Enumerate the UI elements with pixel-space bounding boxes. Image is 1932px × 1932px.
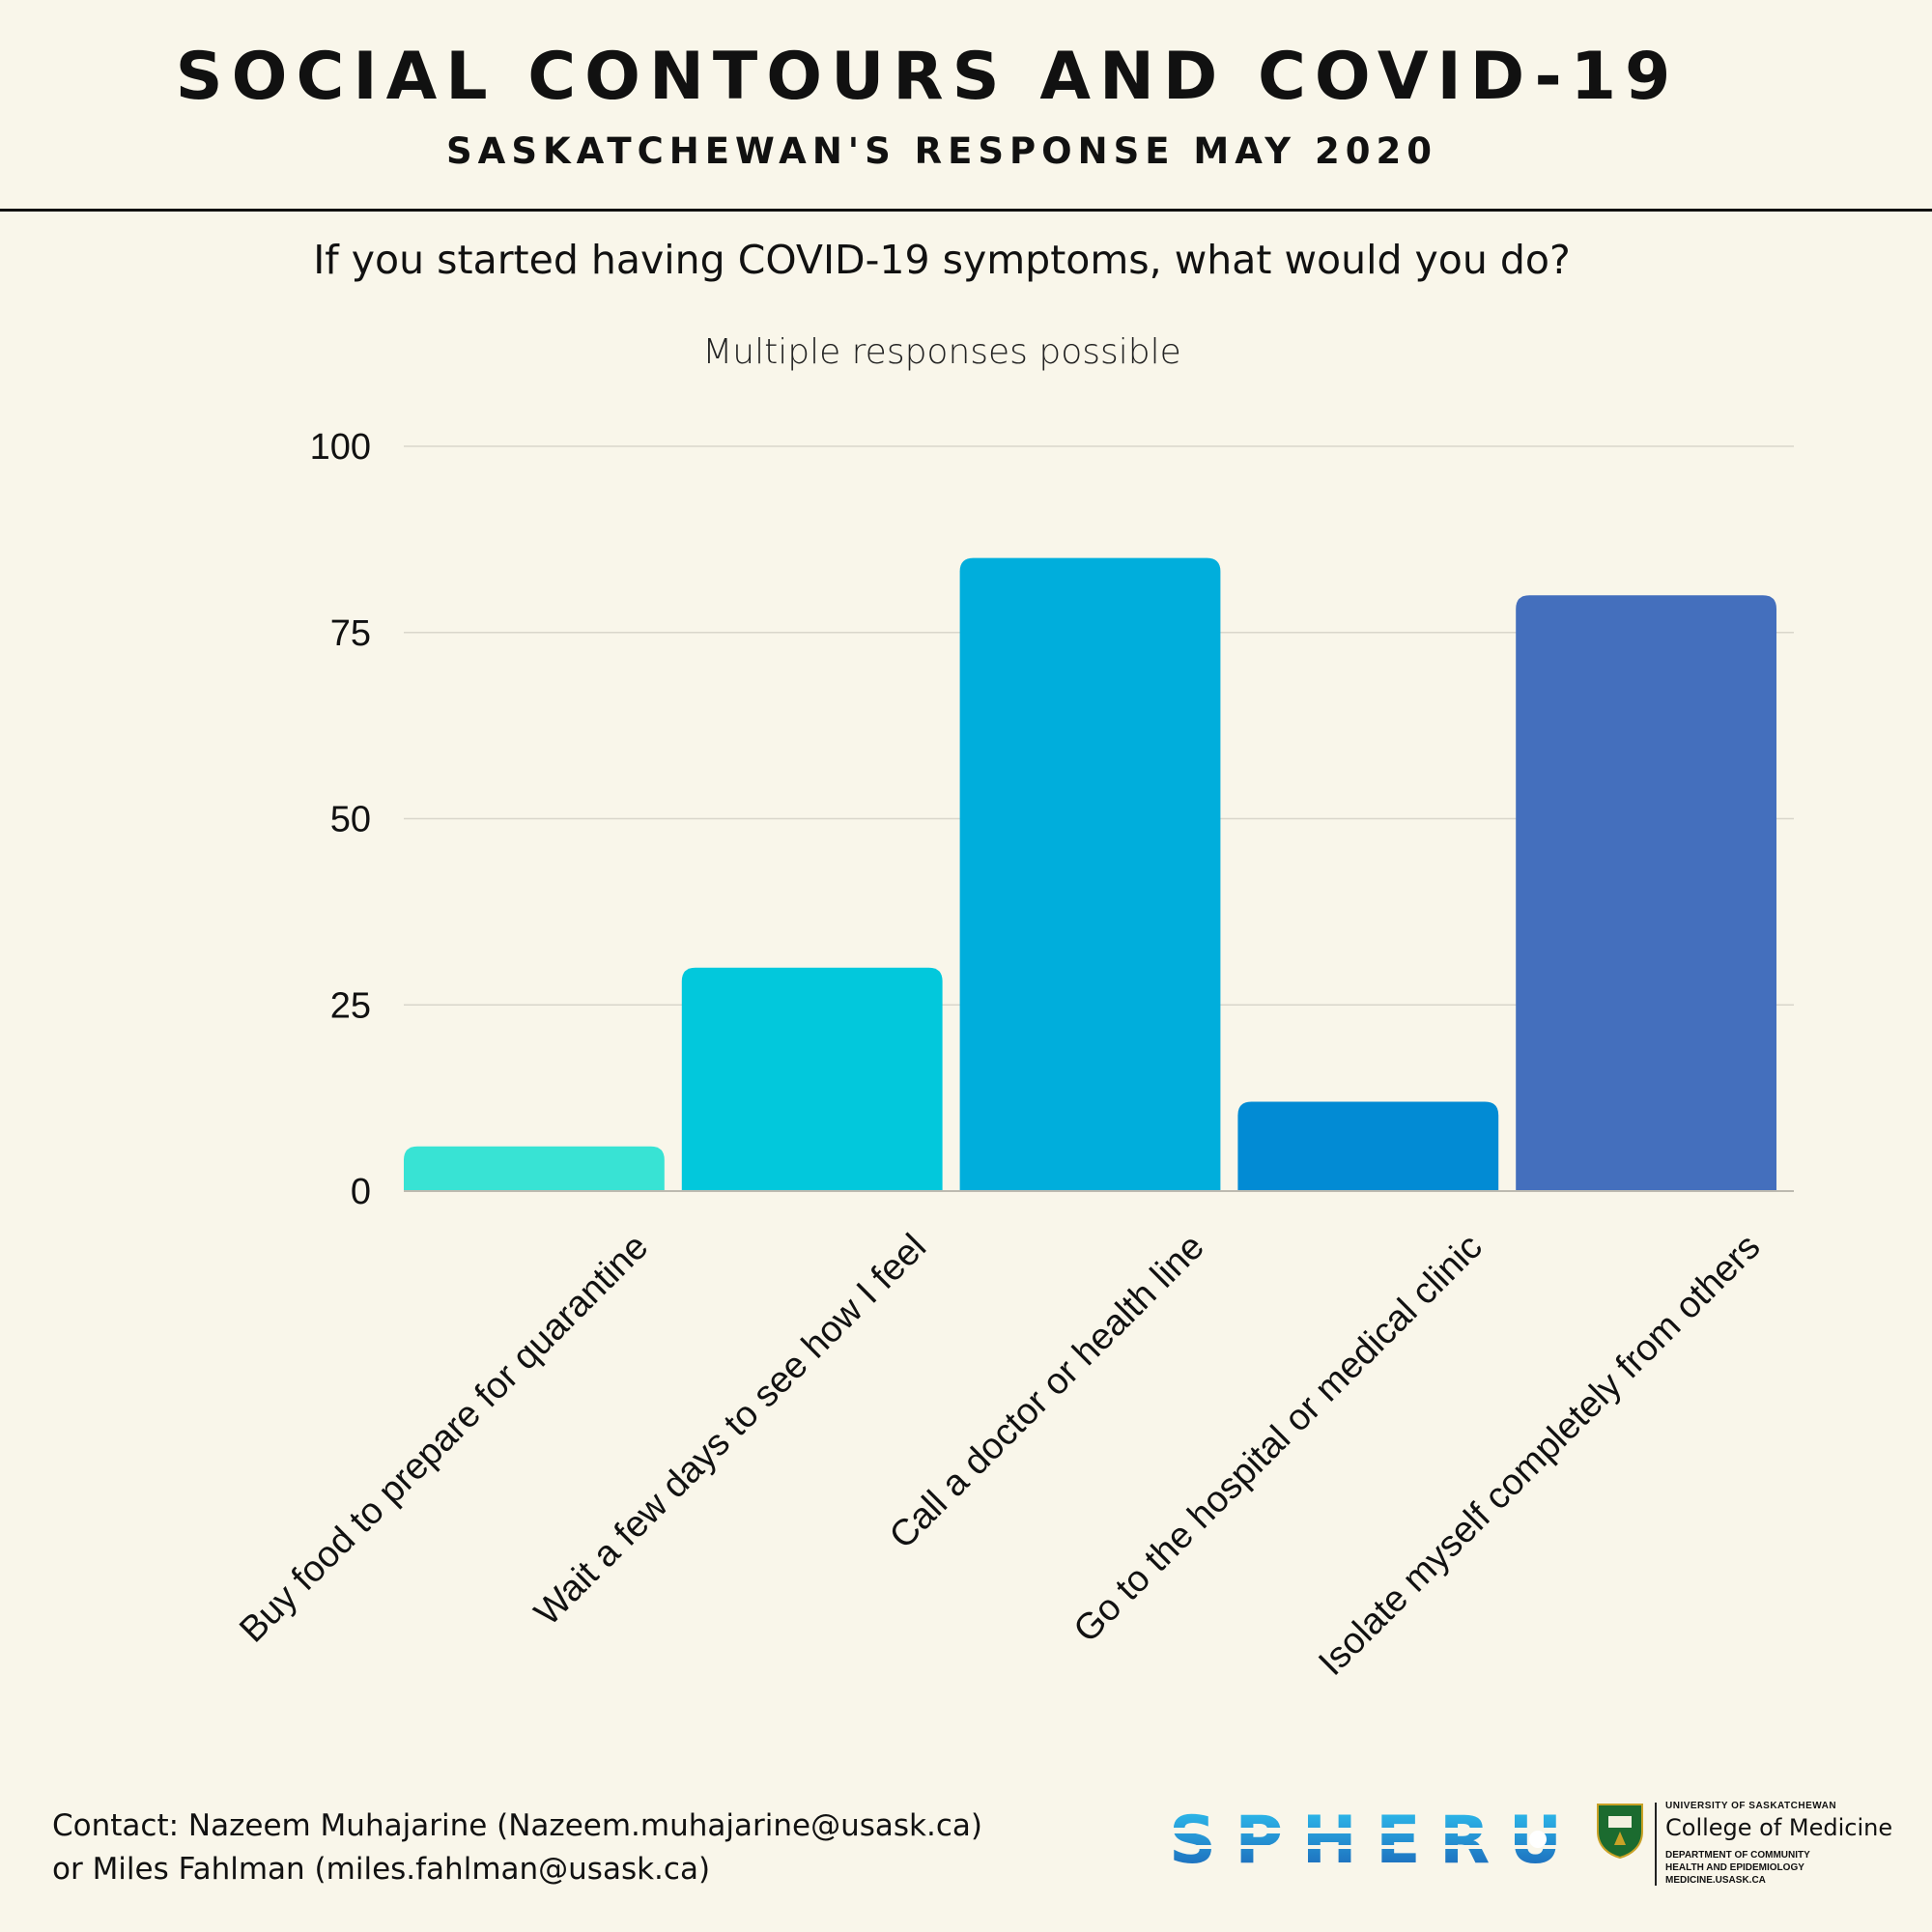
- header-divider: [0, 209, 1932, 212]
- y-tick-label: 50: [330, 800, 371, 840]
- bar: [959, 557, 1221, 1191]
- page-title: SOCIAL CONTOURS AND COVID-19: [175, 39, 1680, 115]
- chart-title: If you started having COVID-19 symptoms,…: [313, 237, 1571, 283]
- bar: [1237, 1101, 1499, 1191]
- college-name: College of Medicine: [1665, 1814, 1893, 1841]
- x-tick-label: Call a doctor or health line: [882, 1227, 1212, 1557]
- contact-line-1: Contact: Nazeem Muhajarine (Nazeem.muhaj…: [52, 1808, 982, 1843]
- page-subtitle: SASKATCHEWAN'S RESPONSE MAY 2020: [446, 130, 1437, 172]
- y-axis-ticks: 0 25 50 75 100: [310, 427, 371, 1212]
- bar: [404, 1146, 665, 1191]
- university-name: UNIVERSITY OF SASKATCHEWAN: [1665, 1801, 1837, 1811]
- y-tick-label: 25: [330, 985, 371, 1026]
- university-crest-icon: [1597, 1804, 1643, 1859]
- star-icon: [1529, 1831, 1547, 1848]
- bar-chart: 0 25 50 75 100 Buy food to prepare for quara…: [232, 427, 1794, 1684]
- logo-divider: [1655, 1803, 1657, 1886]
- x-tick-label: Isolate myself completely from others: [1311, 1227, 1768, 1684]
- department-name: DEPARTMENT OF COMMUNITY HEALTH AND EPIDE…: [1665, 1849, 1917, 1887]
- chart-subtitle: Multiple responses possible: [702, 332, 1181, 372]
- bar: [1516, 595, 1776, 1191]
- contact-line-2: or Miles Fahlman (miles.fahlman@usask.ca…: [52, 1852, 711, 1887]
- y-tick-label: 100: [310, 427, 371, 468]
- department-line-1: DEPARTMENT OF COMMUNITY: [1665, 1850, 1810, 1861]
- department-line-2: HEALTH AND EPIDEMIOLOGY: [1665, 1862, 1804, 1873]
- bar: [681, 967, 943, 1191]
- bars: [404, 557, 1776, 1191]
- y-tick-label: 75: [330, 613, 371, 654]
- department-line-3: MEDICINE.USASK.CA: [1665, 1875, 1766, 1886]
- contact-info: Contact: Nazeem Muhajarine (Nazeem.muhaj…: [52, 1804, 982, 1891]
- y-tick-label: 0: [351, 1172, 371, 1212]
